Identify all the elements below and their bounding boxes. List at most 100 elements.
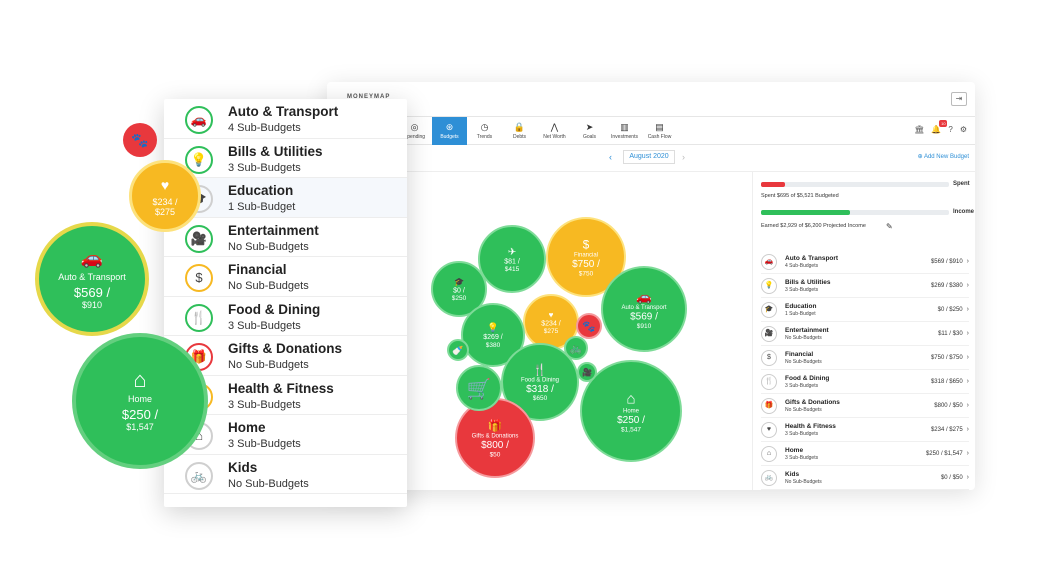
category-name: Entertainment (228, 222, 319, 238)
bank-icon[interactable]: 🏛 (914, 125, 925, 134)
budget-row[interactable]: ♥ Health & Fitness 3 Sub-Budgets $234 / $27… (761, 418, 969, 442)
category-row[interactable]: 🎥 Entertainment No Sub-Budgets (164, 218, 407, 257)
bubble-circle (577, 362, 597, 382)
auto-label: Auto & Transport (58, 272, 126, 282)
bubble-total: $910 (637, 323, 652, 330)
tab-net-worth[interactable]: ⋀ Net Worth (537, 117, 572, 145)
add-budget-button[interactable]: ⊕ Add New Budget (917, 154, 969, 160)
category-name: Gifts & Donations (228, 341, 342, 356)
budget-row[interactable]: 🎁 Gifts & Donations No Sub-Budgets $800 / $… (761, 394, 969, 418)
bubble-icon: 🎥 (582, 367, 592, 377)
category-sub: No Sub-Budgets (228, 477, 309, 490)
add-budget-label: Add New Budget (923, 154, 969, 160)
budget-bubble[interactable]: 🍴Food & Dining$318 /$650 (501, 343, 579, 421)
budget-bubble[interactable]: 🛒 (456, 365, 502, 411)
category-name: Financial (228, 262, 287, 277)
budget-bubble[interactable]: ⌂Home$250 /$1,547 (580, 360, 682, 462)
budget-amount: $318 / $650 (930, 378, 963, 385)
budget-bubble[interactable]: $Financial$750 /$750 (546, 217, 626, 297)
bubble-amount: $234 / (541, 321, 561, 328)
budget-row[interactable]: 🚲 Kids No Sub-Budgets $0 / $50 › (761, 466, 969, 490)
bubble-total: $250 (452, 295, 467, 302)
spending-icon: ◎ (410, 122, 419, 132)
budget-list: 🚗 Auto & Transport 4 Sub-Budgets $569 / $91… (761, 250, 969, 490)
notification-badge: 10 (939, 120, 948, 127)
budget-row[interactable]: $ Financial No Sub-Budgets $750 / $750 › (761, 346, 969, 370)
budget-bubble[interactable]: 💡$269 /$380 (461, 303, 525, 367)
bubble-icon: 🍴 (533, 362, 547, 376)
car-icon: 🚗 (185, 106, 213, 134)
tab-cash-flow[interactable]: ▤ Cash Flow (642, 117, 677, 145)
budget-amount: $0 / $50 (940, 474, 963, 481)
category-name: Auto & Transport (228, 104, 339, 119)
budget-bubble[interactable]: 🚗Auto & Transport$569 /$910 (601, 266, 687, 352)
budget-bubble[interactable]: 🎁Gifts & Donations$800 /$50 (455, 398, 535, 478)
auto-bubble[interactable]: 🚗 Auto & Transport $569 / $910 (35, 222, 149, 336)
tab-label: Debts (512, 134, 527, 140)
budget-row-text: Financial No Sub-Budgets (785, 351, 931, 365)
budget-row[interactable]: 🎓 Education 1 Sub-Budget $0 / $250 › (761, 298, 969, 322)
category-row[interactable]: 💡 Bills & Utilities 3 Sub-Budgets (164, 139, 407, 178)
tab-label: Cash Flow (647, 134, 672, 140)
tab-spending[interactable]: ◎ Spending (397, 117, 432, 145)
home-icon: ⌂ (761, 445, 777, 462)
category-row[interactable]: 🚗 Auto & Transport 4 Sub-Budgets (164, 99, 407, 139)
logout-icon[interactable]: ⇥ (951, 92, 967, 106)
camera-icon: 🎥 (761, 325, 777, 342)
tab-goals[interactable]: ➤ Goals (572, 117, 607, 145)
help-icon[interactable]: ? (948, 125, 953, 134)
budget-amount: $750 / $750 (930, 354, 963, 361)
budget-row-text: Kids No Sub-Budgets (785, 471, 941, 485)
investments-icon: ▥ (620, 122, 629, 132)
bell-icon[interactable]: 🔔 10 (931, 120, 948, 134)
tab-budgets[interactable]: ⊛ Budgets (432, 117, 467, 145)
bubble-total: $275 (544, 328, 559, 335)
pet-bubble[interactable]: 🐾 (123, 123, 157, 157)
budget-row-text: Gifts & Donations No Sub-Budgets (785, 399, 934, 413)
budget-bubble[interactable]: ✈$81 /$415 (478, 225, 546, 293)
tab-debts[interactable]: 🔒 Debts (502, 117, 537, 145)
health-bubble[interactable]: ♥ $234 / $275 (129, 160, 201, 232)
budget-row[interactable]: 💡 Bills & Utilities 3 Sub-Budgets $269 / $3… (761, 274, 969, 298)
bubble-label: Food & Dining (521, 377, 559, 383)
heart-pulse-icon: ♥ (761, 421, 777, 438)
category-row[interactable]: $ Financial No Sub-Budgets (164, 257, 407, 297)
budget-row[interactable]: 🎥 Entertainment No Sub-Budgets $11 / $30 › (761, 322, 969, 346)
chevron-left-icon[interactable]: ‹ (609, 152, 612, 162)
tab-investments[interactable]: ▥ Investments (607, 117, 642, 145)
budget-bubble[interactable]: 🐾 (576, 313, 602, 339)
budget-bubble[interactable]: 🚲 (564, 336, 588, 360)
budget-bubble[interactable]: 🍼 (447, 339, 469, 361)
category-sub: 3 Sub-Budgets (228, 161, 301, 174)
budget-row[interactable]: 🍴 Food & Dining 3 Sub-Budgets $318 / $650 › (761, 370, 969, 394)
budget-summary-panel: Spent Spent $695 of $5,521 Budgeted Inco… (753, 172, 975, 490)
paw-icon: 🐾 (131, 132, 149, 148)
month-label[interactable]: August 2020 (623, 150, 675, 164)
income-tag: Income (953, 209, 975, 215)
category-row[interactable]: 🚲 Kids No Sub-Budgets (164, 455, 407, 494)
category-row[interactable]: 🍴 Food & Dining 3 Sub-Budgets (164, 297, 407, 336)
category-name: Health & Fitness (228, 380, 334, 396)
budget-amount: $800 / $50 (934, 402, 963, 409)
budget-bubble[interactable]: 🎥 (577, 362, 597, 382)
auto-amount: $569 / (73, 285, 111, 300)
budget-bubble[interactable]: 🎓 $0 /$250 (431, 261, 487, 317)
budget-row-text: Auto & Transport 4 Sub-Budgets (785, 255, 931, 269)
pencil-icon[interactable]: ✎ (886, 222, 893, 231)
bubble-total: $750 (579, 270, 594, 277)
tab-trends[interactable]: ◷ Trends (467, 117, 502, 145)
app-window: MONEYMAP ⇥ ◎ Spending ⊛ Budgets ◷ Trends 🔒 Debt… (327, 82, 975, 490)
budget-amount: $234 / $275 (930, 426, 963, 433)
bubble-total: $380 (486, 342, 501, 349)
bubble-icon: ⌂ (626, 391, 635, 408)
home-bubble[interactable]: ⌂ Home $250 / $1,547 (72, 333, 208, 469)
budget-name: Food & Dining (785, 374, 830, 382)
chevron-right-icon: › (966, 258, 969, 265)
bubble-total: $650 (533, 395, 548, 402)
budget-row[interactable]: 🚗 Auto & Transport 4 Sub-Budgets $569 / $91… (761, 250, 969, 274)
category-name: Home (228, 420, 266, 435)
main-nav: ◎ Spending ⊛ Budgets ◷ Trends 🔒 Debts ⋀ Net Worth… (327, 116, 975, 145)
chevron-right-icon[interactable]: › (682, 152, 685, 162)
budget-row[interactable]: ⌂ Home 3 Sub-Budgets $250 / $1,547 › (761, 442, 969, 466)
gear-icon[interactable]: ⚙ (959, 125, 967, 134)
